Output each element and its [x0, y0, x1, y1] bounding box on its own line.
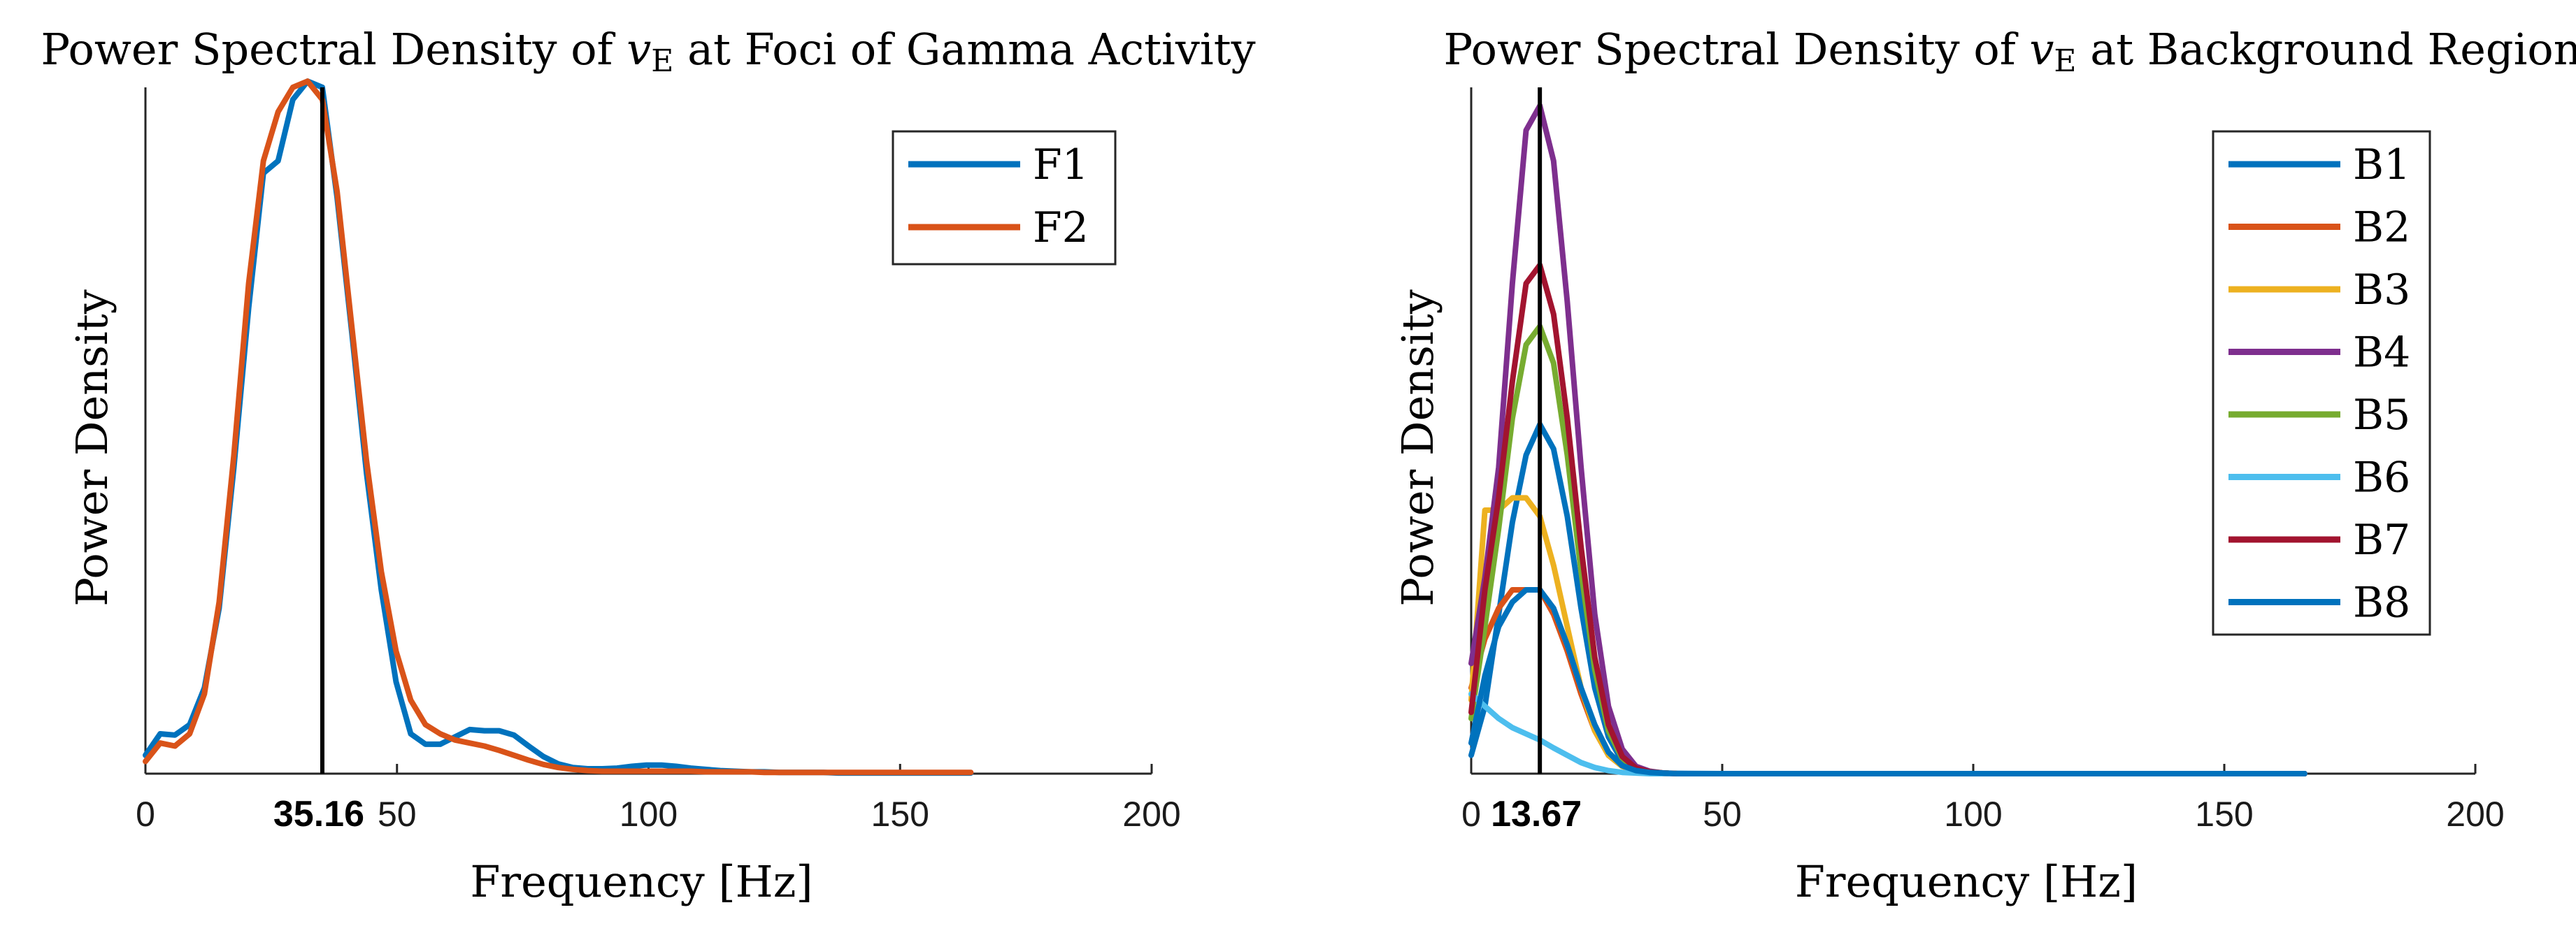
marker-label: 13.67	[1491, 794, 1582, 834]
y-axis-label: Power Density	[1392, 289, 1443, 607]
chart-title-subscript: E	[651, 43, 673, 79]
x-tick-label: 50	[1703, 795, 1742, 834]
legend-label-F2: F2	[1033, 203, 1089, 252]
chart-title: Power Spectral Density of vE at Foci of …	[41, 24, 1255, 79]
chart-title-prefix: Power Spectral Density of	[41, 24, 627, 75]
legend-label-B8: B8	[2353, 579, 2410, 628]
legend-label-B4: B4	[2353, 328, 2410, 377]
legend-label-B2: B2	[2353, 203, 2410, 252]
x-tick-label: 0	[1461, 795, 1481, 834]
chart-title: Power Spectral Density of vE at Backgrou…	[1443, 24, 2576, 79]
series-line-F2	[143, 78, 974, 776]
chart-panel-1: Power Spectral Density of vE at Foci of …	[41, 24, 1255, 907]
x-tick-label: 200	[1122, 795, 1180, 834]
y-axis-label: Power Density	[66, 289, 117, 607]
chart-title-var: v	[627, 24, 651, 75]
legend-label-B5: B5	[2353, 391, 2410, 440]
legend-label-B1: B1	[2353, 140, 2410, 189]
legend-label-F1: F1	[1033, 140, 1089, 189]
legend-label-B7: B7	[2353, 516, 2410, 565]
legend-label-B3: B3	[2353, 266, 2410, 314]
x-tick-label: 0	[136, 795, 155, 834]
chart-panel-2: Power Spectral Density of vE at Backgrou…	[1392, 24, 2576, 907]
chart-title-subscript: E	[2054, 43, 2076, 79]
series-line-B5	[1468, 323, 2307, 776]
legend-box	[2212, 130, 2431, 636]
x-tick-label: 100	[620, 795, 678, 834]
marker-label: 35.16	[273, 794, 364, 834]
series-line-B8	[1468, 587, 2307, 776]
chart-title-suffix: at Background Regions	[2077, 24, 2576, 75]
x-tick-label: 50	[378, 795, 417, 834]
chart-title-prefix: Power Spectral Density of	[1443, 24, 2029, 75]
x-tick-label: 150	[2195, 795, 2253, 834]
x-tick-label: 100	[1944, 795, 2002, 834]
legend-box	[892, 130, 1117, 266]
x-axis-label: Frequency [Hz]	[470, 856, 813, 907]
legend-label-B6: B6	[2353, 454, 2410, 502]
x-tick-label: 150	[871, 795, 929, 834]
chart-title-var: v	[2029, 24, 2054, 75]
legend: B1 B2 B3 B4 B5 B6 B7 B8	[2212, 130, 2431, 636]
x-axis-label: Frequency [Hz]	[1795, 856, 2138, 907]
series-line-F1	[143, 78, 974, 776]
x-tick-label: 200	[2446, 795, 2504, 834]
chart-title-suffix: at Foci of Gamma Activity	[673, 24, 1255, 75]
